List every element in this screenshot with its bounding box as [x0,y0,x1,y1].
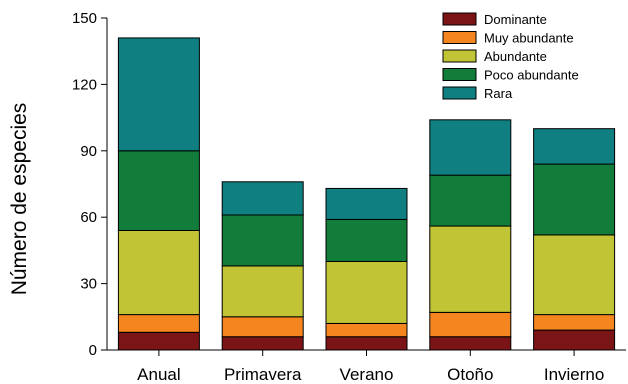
bar-segment-verano-3 [325,218,408,262]
legend-swatch [442,86,477,100]
legend-label: Rara [484,86,513,101]
y-tick-label: 150 [72,10,97,27]
bar-segment-otoño-2 [429,225,512,313]
x-tick-label: Verano [340,365,394,384]
bar-segment-verano-1 [325,322,408,338]
y-tick-label: 0 [89,342,97,359]
legend: Dominante Muy abundante Abundante Poco abun… [442,12,579,101]
bar-segment-primavera-1 [221,316,304,338]
bar-segment-anual-0 [117,331,200,351]
bar-segment-verano-2 [325,260,408,324]
bar-segment-primavera-0 [221,336,304,351]
bar-segment-invierno-0 [533,329,616,351]
y-tick-label: 120 [72,76,97,93]
legend-label: Muy abundante [484,31,574,46]
y-axis-title: Número de especies [8,103,31,296]
bar-segment-anual-1 [117,314,200,333]
legend-swatch [442,31,477,44]
y-tick-label: 30 [80,276,97,293]
bar-segment-anual-4 [117,37,200,152]
bar-segment-otoño-0 [429,336,512,351]
x-axis: Anual Primavera Verano Otoño Invierno [107,349,626,384]
bar-segment-otoño-3 [429,174,512,227]
legend-label: Poco abundante [484,68,579,83]
bar-segment-anual-2 [117,229,200,316]
bar-segment-otoño-4 [429,119,512,176]
y-tick-label: 90 [80,143,97,160]
bar-segment-primavera-4 [221,181,304,216]
legend-label: Dominante [484,12,547,27]
bar-segment-invierno-1 [533,314,616,331]
x-tick-label: Primavera [224,365,302,384]
y-tick-label: 60 [80,209,97,226]
bar-segment-invierno-3 [533,163,616,236]
plot-area [117,37,616,351]
bar-segment-verano-4 [325,187,408,220]
legend-label: Abundante [484,49,547,64]
bar-segment-primavera-3 [221,214,304,267]
bar-segment-invierno-2 [533,234,616,316]
bar-segment-anual-3 [117,150,200,231]
legend-swatch [442,12,477,26]
x-tick-label: Invierno [544,365,604,384]
legend-swatch [442,68,477,81]
legend-swatch [442,49,477,63]
bar-segment-otoño-1 [429,311,512,338]
x-tick-label: Anual [137,365,180,384]
bar-segment-primavera-2 [221,265,304,318]
x-tick-label: Otoño [447,365,493,384]
bar-segment-invierno-4 [533,128,616,165]
y-axis: 0 30 60 90 120 150 [72,10,108,359]
bar-segment-verano-0 [325,336,408,351]
